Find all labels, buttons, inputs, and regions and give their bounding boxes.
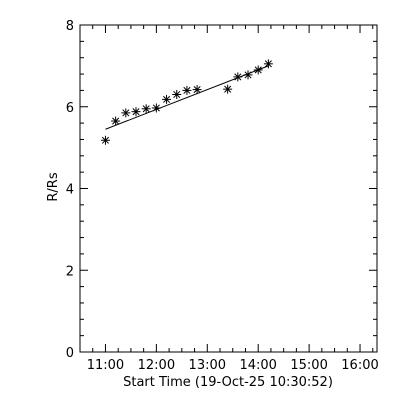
data-point (243, 70, 253, 80)
data-point (263, 59, 273, 69)
axes: 0 2 4 6 8 11:00 12:00 13:00 14:00 15:00 16:00 (66, 19, 379, 373)
fit-line (105, 65, 269, 130)
data-point (192, 85, 202, 95)
data-point (182, 85, 192, 95)
data-point (162, 94, 172, 104)
y-axis-label: R/Rs (46, 172, 61, 201)
data-point (233, 72, 243, 82)
y-tick-label: 6 (66, 101, 74, 116)
data-point (121, 108, 131, 118)
y-tick-label: 8 (66, 19, 74, 34)
data-point (223, 84, 233, 94)
plot-frame (79, 24, 378, 353)
x-tick-label: 14:00 (239, 358, 276, 373)
data-point (131, 107, 141, 117)
x-tick-label: 11:00 (87, 358, 124, 373)
x-tick-label: 13:00 (189, 358, 226, 373)
data-point (172, 89, 182, 99)
x-axis-label: Start Time (19-Oct-25 10:30:52) (123, 375, 333, 390)
y-tick-label: 0 (66, 346, 74, 361)
x-tick-label: 16:00 (341, 358, 378, 373)
x-tick-label: 12:00 (138, 358, 175, 373)
data-point (100, 135, 110, 145)
y-tick-label: 4 (66, 183, 74, 198)
data-points (100, 59, 273, 145)
y-tick-label: 2 (66, 264, 74, 279)
data-point (111, 116, 121, 126)
fit-line-group (105, 65, 269, 130)
x-tick-label: 15:00 (290, 358, 327, 373)
data-point (253, 65, 263, 75)
data-point (151, 103, 161, 113)
data-point (141, 104, 151, 114)
